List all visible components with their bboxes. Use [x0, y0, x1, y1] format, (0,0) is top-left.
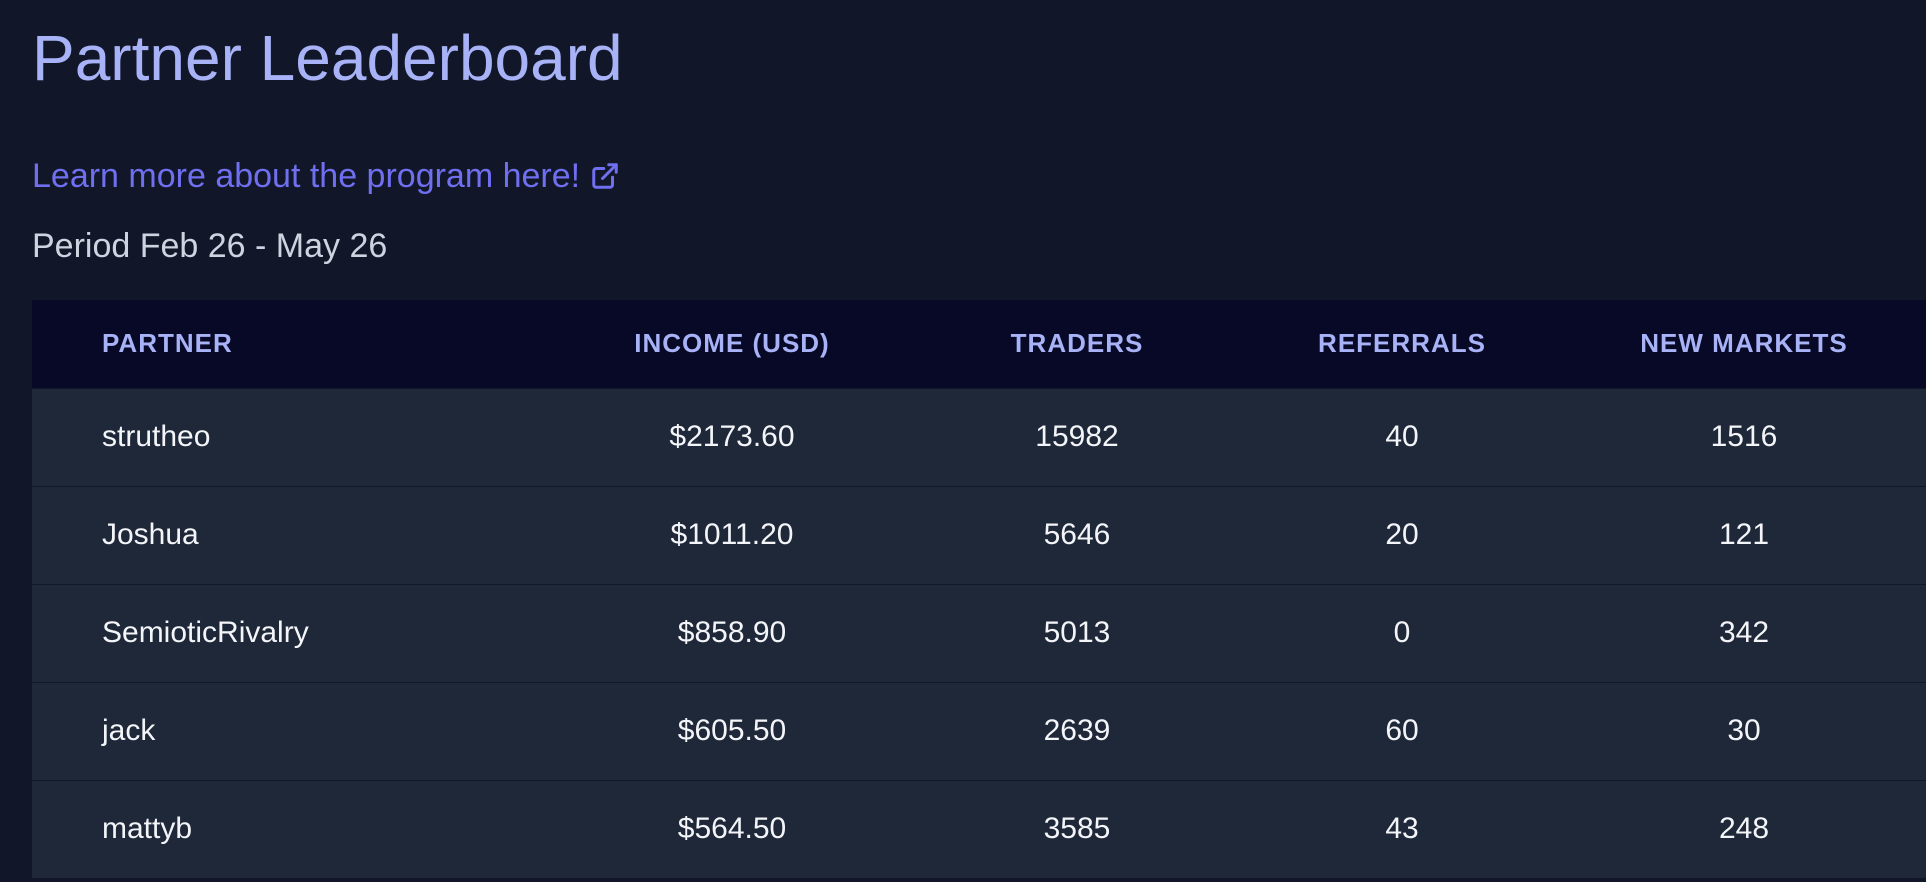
referrals-cell: 20	[1385, 518, 1419, 551]
period-label: Period Feb 26 - May 26	[32, 227, 388, 265]
referrals-cell: 60	[1385, 714, 1419, 747]
income-cell: $605.50	[677, 714, 787, 747]
traders-cell: 5013	[1043, 616, 1111, 649]
new-markets-cell: 342	[1718, 616, 1770, 649]
partner-name[interactable]: SemioticRivalry	[102, 616, 309, 649]
page-title: Partner Leaderboard	[32, 22, 623, 94]
income-cell: $564.50	[677, 812, 787, 846]
table-header-row: PARTNER INCOME (USD) TRADERS REFERRALS N…	[32, 300, 1926, 388]
traders-cell: 2639	[1043, 714, 1111, 747]
new-markets-cell: 248	[1718, 812, 1770, 846]
column-header-new-markets: NEW MARKETS	[1640, 328, 1848, 359]
partner-name[interactable]: mattyb	[102, 812, 193, 846]
table-row: mattyb $564.50 3585 43 248	[32, 780, 1926, 878]
learn-more-link[interactable]: Learn more about the program here!	[32, 154, 620, 198]
leaderboard-table: PARTNER INCOME (USD) TRADERS REFERRALS N…	[32, 300, 1926, 878]
new-markets-cell: 1516	[1710, 420, 1778, 453]
referrals-cell: 0	[1393, 616, 1411, 649]
column-header-income: INCOME (USD)	[634, 328, 830, 359]
traders-cell: 15982	[1035, 420, 1119, 453]
new-markets-cell: 121	[1718, 518, 1770, 551]
new-markets-cell: 30	[1727, 714, 1761, 747]
column-header-traders: TRADERS	[1010, 328, 1144, 359]
referrals-cell: 43	[1385, 812, 1419, 846]
partner-name[interactable]: Joshua	[102, 518, 199, 551]
external-link-icon	[592, 163, 618, 189]
table-row: strutheo $2173.60 15982 40 1516	[32, 388, 1926, 486]
income-cell: $2173.60	[669, 420, 795, 453]
column-header-referrals: REFERRALS	[1318, 328, 1486, 359]
income-cell: $1011.20	[670, 518, 794, 551]
column-header-partner: PARTNER	[102, 328, 233, 359]
traders-cell: 3585	[1043, 812, 1111, 846]
partner-name[interactable]: jack	[102, 714, 156, 747]
leaderboard-table-container: PARTNER INCOME (USD) TRADERS REFERRALS N…	[32, 300, 1926, 882]
table-row: jack $605.50 2639 60 30	[32, 682, 1926, 780]
partner-name[interactable]: strutheo	[102, 420, 211, 453]
table-row: SemioticRivalry $858.90 5013 0 342	[32, 584, 1926, 682]
learn-more-link-label: Learn more about the program here!	[32, 157, 581, 195]
income-cell: $858.90	[677, 616, 787, 649]
table-row: Joshua $1011.20 5646 20 121	[32, 486, 1926, 584]
traders-cell: 5646	[1043, 518, 1111, 551]
referrals-cell: 40	[1385, 420, 1419, 453]
